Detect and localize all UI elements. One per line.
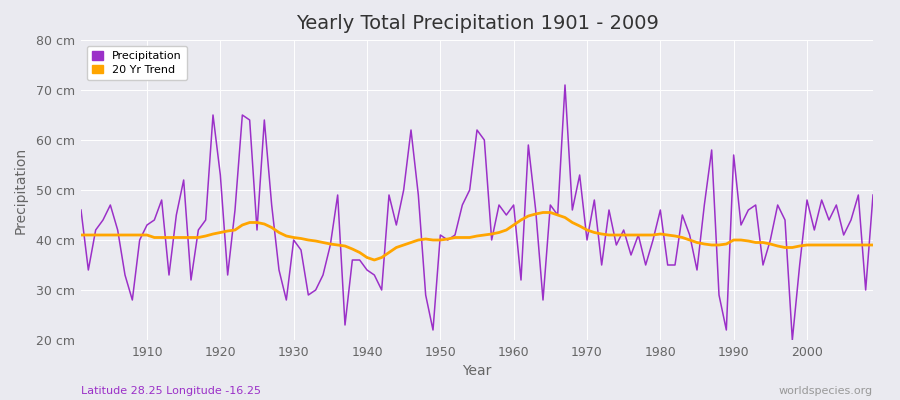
Precipitation	[339, 322, 350, 327]
20 Yr Trend	[868, 242, 878, 247]
Precipitation	[560, 83, 571, 88]
Legend: Precipitation, 20 Yr Trend: Precipitation, 20 Yr Trend	[86, 46, 187, 80]
Precipitation	[508, 202, 519, 207]
20 Yr Trend	[339, 244, 350, 248]
Precipitation	[787, 338, 797, 342]
20 Yr Trend	[134, 232, 145, 237]
Text: worldspecies.org: worldspecies.org	[778, 386, 873, 396]
Precipitation	[604, 208, 615, 212]
Precipitation	[295, 248, 306, 252]
20 Yr Trend	[611, 232, 622, 237]
20 Yr Trend	[76, 232, 86, 237]
20 Yr Trend	[516, 218, 526, 222]
Y-axis label: Precipitation: Precipitation	[14, 146, 28, 234]
Line: Precipitation: Precipitation	[81, 85, 873, 340]
Title: Yearly Total Precipitation 1901 - 2009: Yearly Total Precipitation 1901 - 2009	[295, 14, 659, 33]
Precipitation	[134, 238, 145, 242]
Text: Latitude 28.25 Longitude -16.25: Latitude 28.25 Longitude -16.25	[81, 386, 261, 396]
20 Yr Trend	[537, 210, 548, 215]
20 Yr Trend	[508, 222, 519, 227]
Precipitation	[868, 193, 878, 198]
20 Yr Trend	[295, 236, 306, 241]
Precipitation	[501, 213, 512, 218]
Line: 20 Yr Trend: 20 Yr Trend	[81, 212, 873, 260]
Precipitation	[76, 208, 86, 212]
X-axis label: Year: Year	[463, 364, 491, 378]
20 Yr Trend	[369, 258, 380, 262]
